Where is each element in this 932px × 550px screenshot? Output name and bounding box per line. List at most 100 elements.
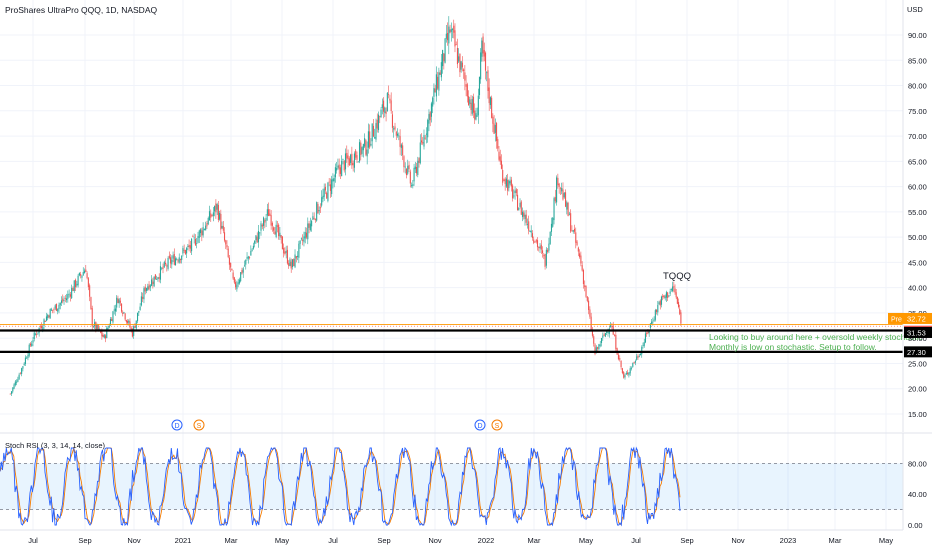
candle-body: [405, 168, 408, 176]
candle-body: [472, 96, 475, 113]
candle-body: [435, 74, 437, 97]
candle-body: [235, 282, 237, 288]
candle-body: [667, 292, 669, 298]
candle-body: [147, 286, 149, 290]
candle-body: [65, 298, 68, 301]
level-1-tag: 31.53: [907, 328, 926, 337]
candle-body: [342, 158, 344, 160]
candle-body: [461, 62, 463, 68]
time-tick-label: May: [579, 536, 593, 545]
candle-body: [201, 230, 203, 236]
candle-body: [298, 243, 300, 258]
candle-body: [158, 277, 160, 279]
candle-body: [247, 256, 249, 259]
candle-body: [344, 153, 347, 170]
candle-body: [162, 266, 164, 269]
candle-body: [443, 53, 445, 62]
candle-body: [365, 140, 367, 155]
candle-body: [77, 275, 79, 286]
candle-body: [52, 309, 54, 311]
candle-body: [89, 285, 91, 297]
candle-body: [513, 195, 515, 197]
candle-body: [260, 223, 262, 231]
candle-body: [17, 379, 19, 382]
candle-body: [64, 297, 66, 299]
candle-body: [101, 331, 103, 337]
candle-body: [103, 334, 105, 338]
candle-body: [312, 216, 314, 220]
candle-body: [73, 280, 75, 291]
price-tick-label: 85.00: [908, 56, 927, 65]
candle-body: [149, 285, 151, 288]
candle-body: [523, 212, 525, 217]
candle-body: [445, 33, 447, 39]
candle-body: [528, 221, 530, 231]
candle-body: [327, 182, 329, 201]
candle-body: [9, 393, 11, 395]
candle-body: [256, 236, 258, 243]
candle-body: [67, 294, 69, 299]
candle-body: [459, 53, 461, 73]
candle-body: [124, 313, 126, 320]
price-tick-label: 65.00: [908, 157, 927, 166]
candle-body: [407, 165, 409, 174]
candle-body: [670, 289, 672, 291]
candle-body: [243, 265, 246, 267]
candle-body: [71, 287, 73, 299]
candle-body: [346, 152, 348, 159]
candle-body: [386, 92, 388, 112]
candle-body: [157, 277, 159, 280]
candle-body: [536, 240, 539, 248]
candle-body: [318, 210, 320, 212]
candle-body: [585, 285, 587, 297]
price-axis[interactable]: USD 90.00 85.00 80.00 75.00 70.00 65.00 60.00 5…: [902, 0, 927, 432]
time-axis[interactable]: Jul Sep Nov 2021 Mar May Jul Sep Nov 2022 Mar May Ju…: [28, 536, 893, 545]
dividend-marker[interactable]: D: [171, 419, 183, 431]
stoch-rsi-pane[interactable]: 80.00 40.00 0.00: [0, 433, 927, 530]
candle-body: [680, 312, 682, 324]
split-marker[interactable]: S: [491, 419, 503, 431]
candle-body: [128, 320, 130, 323]
candle-body: [18, 374, 20, 380]
candle-body: [288, 263, 290, 266]
time-tick-label: Jul: [631, 536, 641, 545]
candle-body: [525, 214, 527, 223]
candle-body: [398, 135, 400, 137]
candle-body: [623, 371, 625, 378]
dividend-marker[interactable]: D: [474, 419, 486, 431]
candle-body: [375, 123, 377, 140]
candle-body: [590, 316, 592, 331]
split-marker[interactable]: S: [193, 419, 205, 431]
candle-body: [500, 160, 503, 169]
candle-body: [531, 233, 534, 238]
candle-body: [39, 326, 41, 328]
candle-body: [550, 223, 553, 232]
candle-body: [369, 131, 371, 148]
candle-body: [231, 268, 233, 271]
candle-body: [242, 268, 244, 273]
level-2-tag: 27.30: [907, 348, 926, 357]
chart-title: ProShares UltraPro QQQ, 1D, NASDAQ: [5, 5, 157, 15]
candle-body: [624, 375, 626, 378]
candle-body: [352, 163, 354, 166]
candle-body: [309, 223, 311, 230]
indicator-tick-label: 40.00: [908, 490, 927, 499]
candle-body: [226, 244, 228, 248]
candle-body: [658, 302, 660, 305]
candle-body: [285, 251, 287, 253]
candle-body: [577, 247, 579, 252]
candle-body: [377, 114, 380, 131]
candle-body: [420, 140, 423, 143]
candle-body: [74, 279, 77, 288]
price-tick-label: 70.00: [908, 132, 927, 141]
candle-body: [390, 100, 392, 111]
candle-body: [521, 211, 524, 217]
candle-body: [552, 217, 554, 227]
candle-body: [526, 223, 529, 225]
candle-body: [520, 201, 522, 215]
candle-body: [28, 344, 30, 356]
candle-body: [604, 333, 606, 337]
candle-body: [542, 250, 544, 253]
candle-body: [179, 259, 182, 261]
